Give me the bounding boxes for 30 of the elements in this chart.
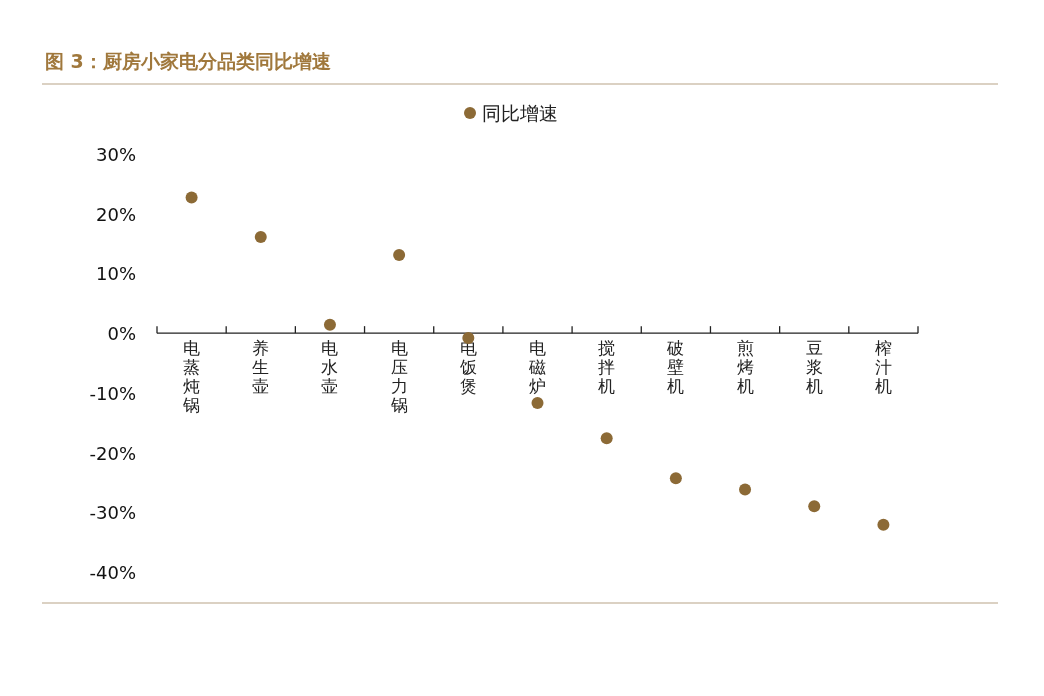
y-tick-label: -20% [89,442,136,464]
point [739,483,752,496]
point [600,432,613,445]
point [669,472,682,485]
x-tick-label: 养生壶 [252,338,270,397]
y-tick-label: 30% [95,144,136,165]
y-tick-label: 0% [107,323,136,345]
point [877,518,890,531]
x-tick-label: 电压力锅 [389,338,408,416]
x-tick-label: 破壁机 [666,338,685,397]
point [254,231,267,243]
point [808,500,821,513]
point [531,397,544,410]
point [323,318,336,331]
legend-label: 同比增速 [482,102,558,124]
point [393,248,406,261]
chart-title: 图 3：厨房小家电分品类同比增速 [45,50,331,72]
x-tick-label: 电蒸炖锅 [182,338,201,416]
y-tick-label: -10% [89,382,136,404]
x-tick-label: 豆浆机 [805,338,823,397]
x-tick-label: 电水壶 [321,338,339,397]
y-tick-label: -30% [89,502,136,524]
x-tick-label: 电磁炉 [528,338,546,397]
y-tick-label: 20% [95,203,136,225]
x-tick-label: 搅拌机 [598,338,616,397]
y-tick-label: 10% [95,263,136,285]
x-tick-label: 煎烤机 [736,338,754,397]
x-tick-label: 榨汁机 [874,338,892,397]
point [185,191,198,204]
y-tick-label: -40% [89,562,136,583]
